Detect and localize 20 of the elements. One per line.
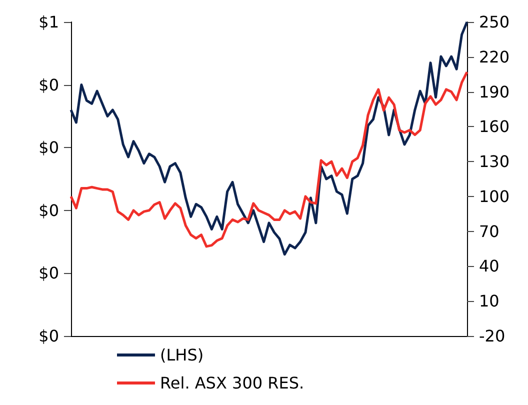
- legend-label: Rel. ASX 300 RES.: [160, 374, 304, 392]
- line-series: [70, 70, 468, 248]
- y2-tick-label: 100: [479, 186, 510, 206]
- y2-tick-label: 220: [479, 47, 510, 66]
- y2-tick-label: 160: [479, 117, 510, 136]
- y-tick-label: $0: [38, 75, 59, 94]
- y-tick-label: $1: [38, 12, 59, 32]
- legend-label: (LHS): [160, 346, 204, 364]
- y2-tick-label: -20: [479, 326, 506, 346]
- y-tick-label: $0: [38, 326, 59, 346]
- y2-tick-label: 70: [479, 222, 500, 241]
- y2-tick-label: 130: [479, 152, 510, 172]
- y2-tick-label: 40: [479, 256, 500, 276]
- line-series: [70, 20, 468, 256]
- y2-tick-label: 190: [479, 82, 510, 102]
- y-tick-label: $0: [38, 138, 59, 158]
- y-tick-label: $0: [38, 200, 59, 220]
- y2-tick-label: 250: [479, 12, 510, 32]
- y2-tick-label: 10: [479, 292, 500, 311]
- y-tick-label: $0: [38, 264, 59, 283]
